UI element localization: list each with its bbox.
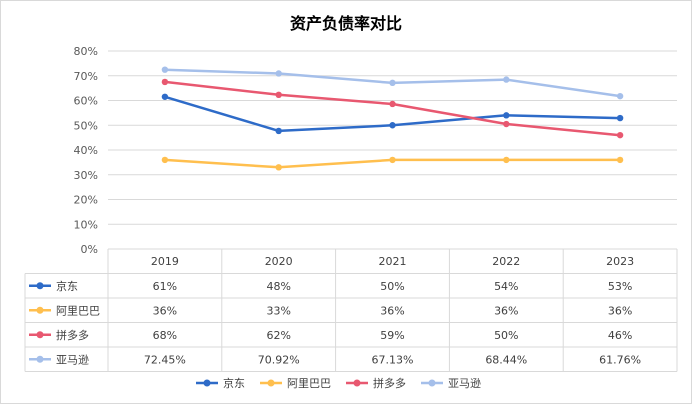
y-tick-label: 30%	[74, 169, 98, 182]
data-label: 68%	[153, 329, 177, 342]
data-label: 68.44%	[485, 353, 527, 366]
legend-item: 京东	[196, 376, 245, 390]
data-point	[161, 93, 169, 100]
data-point	[161, 78, 169, 86]
y-tick-label: 50%	[74, 119, 98, 132]
legend-marker	[203, 379, 211, 387]
legend-item: 阿里巴巴	[260, 377, 331, 390]
table-key-marker	[36, 355, 44, 363]
table-key-marker	[36, 331, 44, 339]
data-label: 50%	[380, 280, 404, 293]
data-point	[503, 156, 510, 164]
data-label: 36%	[153, 304, 177, 317]
y-tick-label: 70%	[74, 70, 98, 83]
legend-item: 亚马逊	[421, 377, 481, 390]
data-label: 61%	[153, 280, 177, 293]
x-tick-label: 2021	[379, 255, 407, 268]
legend-marker	[267, 379, 275, 387]
data-label: 53%	[608, 280, 632, 293]
data-point	[275, 127, 282, 135]
y-tick-label: 10%	[74, 218, 98, 231]
table-row-label: 阿里巴巴	[56, 304, 100, 317]
chart-title: 资产负债率对比	[290, 14, 402, 33]
data-point	[616, 156, 624, 164]
data-label: 48%	[266, 280, 290, 293]
data-point	[503, 76, 510, 83]
table-row-key	[29, 355, 51, 363]
legend-marker	[353, 379, 361, 387]
data-label: 46%	[608, 329, 632, 342]
data-point	[161, 66, 169, 73]
data-label: 62%	[266, 329, 290, 342]
x-tick-label: 2023	[606, 255, 634, 268]
table-row-label: 京东	[56, 279, 78, 293]
data-point	[275, 70, 282, 77]
table-row-key	[29, 331, 51, 339]
data-label: 36%	[608, 304, 632, 317]
data-point	[275, 91, 282, 99]
data-label: 59%	[380, 329, 404, 342]
y-tick-label: 60%	[74, 95, 98, 108]
x-tick-label: 2019	[151, 255, 179, 268]
y-axis: 0% 10% 20% 30% 40% 50% 60% 70% 80%	[74, 45, 98, 256]
table-row-label: 拼多多	[56, 328, 89, 342]
data-label: 36%	[380, 304, 404, 317]
table-key-marker	[36, 282, 44, 290]
y-tick-label: 0%	[81, 243, 98, 256]
data-point	[161, 156, 169, 164]
legend-item: 拼多多	[346, 376, 406, 390]
data-point	[389, 156, 396, 164]
data-point	[389, 79, 396, 87]
data-point	[389, 100, 396, 108]
y-tick-label: 20%	[74, 194, 98, 207]
table-key-marker	[36, 306, 44, 314]
data-point	[503, 120, 510, 128]
legend-marker	[428, 379, 436, 387]
data-label: 50%	[494, 329, 518, 342]
data-point	[616, 92, 624, 100]
data-label: 36%	[494, 304, 518, 317]
data-table: 2019 2020 2021 2022 2023 京东 61% 48% 50% 54% 53% 阿里巴…	[24, 249, 678, 372]
data-point	[503, 112, 510, 119]
table-row-key	[29, 306, 51, 314]
series-lines	[161, 66, 624, 171]
legend: 京东 阿里巴巴 拼多多 亚马逊	[196, 376, 481, 390]
data-label: 72.45%	[144, 353, 186, 366]
legend-label: 京东	[223, 376, 245, 390]
x-tick-label: 2022	[492, 255, 520, 268]
x-tick-label: 2020	[265, 255, 293, 268]
data-label: 70.92%	[258, 353, 300, 366]
legend-label: 亚马逊	[448, 377, 481, 390]
y-tick-label: 40%	[74, 144, 98, 157]
data-point	[616, 114, 624, 122]
data-label: 67.13%	[372, 353, 414, 366]
y-tick-label: 80%	[74, 45, 98, 58]
table-row-key	[29, 282, 51, 290]
data-point	[616, 131, 624, 139]
data-label: 33%	[266, 304, 290, 317]
data-label: 61.76%	[599, 353, 641, 366]
data-point	[389, 122, 396, 129]
data-label: 54%	[494, 280, 518, 293]
legend-label: 阿里巴巴	[287, 377, 331, 390]
legend-label: 拼多多	[373, 376, 406, 390]
data-point	[275, 164, 282, 171]
table-row-label: 亚马逊	[56, 353, 89, 366]
